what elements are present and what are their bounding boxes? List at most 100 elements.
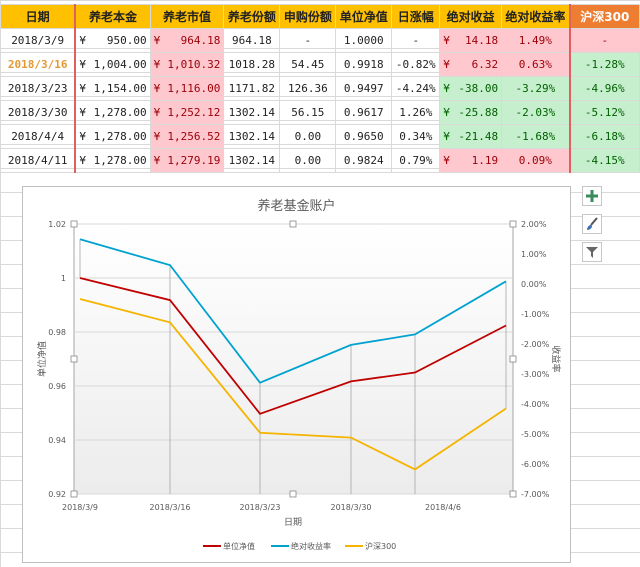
cell-abs-return[interactable]: ¥ -21.48 bbox=[439, 124, 503, 149]
cell-market-value[interactable]: ¥1,252.12 bbox=[149, 100, 225, 125]
legend-entry[interactable]: 单位净值 bbox=[223, 541, 255, 551]
cell-date[interactable]: 2018/4/11 bbox=[0, 148, 76, 173]
chart-title[interactable]: 养老基金账户 bbox=[257, 199, 336, 214]
yen-symbol: ¥ bbox=[443, 58, 450, 71]
chart-styles-button[interactable] bbox=[582, 214, 602, 234]
yen-symbol: ¥ bbox=[153, 34, 161, 47]
y-axis-title[interactable]: 单位净值 bbox=[36, 341, 48, 377]
cell-shares[interactable]: 1302.14 bbox=[223, 124, 281, 149]
cell-date[interactable]: 2018/3/23 bbox=[0, 76, 76, 101]
daily-value: -0.82% bbox=[395, 58, 436, 71]
cell-nav[interactable]: 0.9617 bbox=[335, 100, 393, 125]
y2-axis-title[interactable]: 收益率 bbox=[550, 345, 562, 372]
header-market-value[interactable]: 养老市值 bbox=[149, 4, 225, 29]
cell-shares[interactable]: 1018.28 bbox=[223, 52, 281, 77]
cell-shares[interactable]: 1302.14 bbox=[223, 100, 281, 125]
cell-hs300[interactable]: -6.18% bbox=[569, 124, 640, 149]
cell-purchase[interactable]: 0.00 bbox=[279, 148, 337, 173]
hs300-value: -1.28% bbox=[584, 58, 625, 71]
y-tick-label: 0.92 bbox=[48, 490, 66, 499]
market-value: 1,116.00 bbox=[167, 82, 221, 95]
principal-value: 1,154.00 bbox=[93, 82, 147, 95]
header-hs300[interactable]: 沪深300 bbox=[569, 4, 640, 29]
hs300-value: -5.12% bbox=[584, 106, 625, 119]
series-line[interactable] bbox=[79, 238, 507, 384]
cell-nav[interactable]: 0.9650 bbox=[335, 124, 393, 149]
header-nav[interactable]: 单位净值 bbox=[335, 4, 393, 29]
cell-abs-rate[interactable]: -2.03% bbox=[501, 100, 571, 125]
cell-abs-rate[interactable]: 0.09% bbox=[501, 148, 571, 173]
cell-hs300[interactable]: - bbox=[569, 28, 640, 53]
cell-abs-rate[interactable]: 1.49% bbox=[501, 28, 571, 53]
cell-date[interactable]: 2018/3/16 bbox=[0, 52, 76, 77]
cell-market-value[interactable]: ¥964.18 bbox=[149, 28, 225, 53]
cell-hs300[interactable]: -1.28% bbox=[569, 52, 640, 77]
cell-shares[interactable]: 1171.82 bbox=[223, 76, 281, 101]
header-abs-return-rate[interactable]: 绝对收益率 bbox=[501, 4, 571, 29]
cell-shares[interactable]: 1302.14 bbox=[223, 148, 281, 173]
header-purchase-shares[interactable]: 申购份额 bbox=[279, 4, 337, 29]
cell-hs300[interactable]: -4.15% bbox=[569, 148, 640, 173]
cell-market-value[interactable]: ¥1,256.52 bbox=[149, 124, 225, 149]
series-line[interactable] bbox=[79, 298, 507, 471]
cell-date[interactable]: 2018/4/4 bbox=[0, 124, 76, 149]
cell-nav[interactable]: 0.9824 bbox=[335, 148, 393, 173]
cell-nav[interactable]: 0.9497 bbox=[335, 76, 393, 101]
table-row: 2018/3/23 ¥1,154.00 ¥1,116.00 1171.82 126.36… bbox=[0, 76, 640, 101]
cell-abs-return[interactable]: ¥1.19 bbox=[439, 148, 503, 173]
cell-principal[interactable]: ¥1,154.00 bbox=[74, 76, 151, 101]
x-axis-title[interactable]: 日期 bbox=[284, 517, 302, 528]
cell-date[interactable]: 2018/3/9 bbox=[0, 28, 76, 53]
chart-filters-button[interactable] bbox=[582, 242, 602, 262]
cell-abs-return[interactable]: ¥6.32 bbox=[439, 52, 503, 77]
cell-purchase[interactable]: 56.15 bbox=[279, 100, 337, 125]
header-abs-return[interactable]: 绝对收益 bbox=[439, 4, 503, 29]
legend-entry[interactable]: 绝对收益率 bbox=[291, 541, 331, 551]
header-shares[interactable]: 养老份额 bbox=[223, 4, 281, 29]
cell-date[interactable]: 2018/3/30 bbox=[0, 100, 76, 125]
header-date[interactable]: 日期 bbox=[0, 4, 76, 29]
series-line[interactable] bbox=[79, 277, 507, 415]
y2-tick-label: -3.00% bbox=[521, 370, 550, 379]
cell-purchase[interactable]: 54.45 bbox=[279, 52, 337, 77]
chart-container[interactable]: 养老基金账户 1.02 1 0.98 0.96 0.94 0.92 2.00% 1.00% 0.… bbox=[22, 186, 571, 563]
cell-principal[interactable]: ¥1,278.00 bbox=[74, 148, 151, 173]
table-row: 2018/3/9 ¥950.00 ¥964.18 964.18-1.0000- ¥14.… bbox=[0, 28, 640, 53]
cell-daily[interactable]: 1.26% bbox=[391, 100, 441, 125]
cell-abs-return[interactable]: ¥ -25.88 bbox=[439, 100, 503, 125]
cell-abs-rate[interactable]: -3.29% bbox=[501, 76, 571, 101]
cell-purchase[interactable]: 0.00 bbox=[279, 124, 337, 149]
cell-daily[interactable]: - bbox=[391, 28, 441, 53]
shares-value: 1302.14 bbox=[228, 106, 276, 119]
legend-entry[interactable]: 沪深300 bbox=[365, 541, 396, 551]
cell-abs-rate[interactable]: 0.63% bbox=[501, 52, 571, 77]
abs-rate-value: -2.03% bbox=[515, 106, 556, 119]
cell-market-value[interactable]: ¥1,116.00 bbox=[149, 76, 225, 101]
header-daily-change[interactable]: 日涨幅 bbox=[391, 4, 441, 29]
cell-daily[interactable]: -0.82% bbox=[391, 52, 441, 77]
cell-principal[interactable]: ¥950.00 bbox=[74, 28, 151, 53]
cell-purchase[interactable]: - bbox=[279, 28, 337, 53]
cell-shares[interactable]: 964.18 bbox=[223, 28, 281, 53]
cell-daily[interactable]: 0.34% bbox=[391, 124, 441, 149]
cell-daily[interactable]: 0.79% bbox=[391, 148, 441, 173]
cell-daily[interactable]: -4.24% bbox=[391, 76, 441, 101]
header-principal[interactable]: 养老本金 bbox=[74, 4, 151, 29]
cell-abs-return[interactable]: ¥ -38.00 bbox=[439, 76, 503, 101]
cell-market-value[interactable]: ¥1,279.19 bbox=[149, 148, 225, 173]
cell-principal[interactable]: ¥1,278.00 bbox=[74, 100, 151, 125]
cell-abs-return[interactable]: ¥14.18 bbox=[439, 28, 503, 53]
cell-hs300[interactable]: -4.96% bbox=[569, 76, 640, 101]
cell-principal[interactable]: ¥1,004.00 bbox=[74, 52, 151, 77]
yen-symbol: ¥ bbox=[79, 130, 86, 143]
cell-abs-rate[interactable]: -1.68% bbox=[501, 124, 571, 149]
cell-nav[interactable]: 0.9918 bbox=[335, 52, 393, 77]
y-tick-label: 1.02 bbox=[48, 220, 66, 229]
add-chart-element-button[interactable] bbox=[582, 186, 602, 206]
cell-purchase[interactable]: 126.36 bbox=[279, 76, 337, 101]
cell-principal[interactable]: ¥1,278.00 bbox=[74, 124, 151, 149]
y2-tick-label: 0.00% bbox=[521, 280, 547, 289]
cell-nav[interactable]: 1.0000 bbox=[335, 28, 393, 53]
cell-market-value[interactable]: ¥1,010.32 bbox=[149, 52, 225, 77]
cell-hs300[interactable]: -5.12% bbox=[569, 100, 640, 125]
